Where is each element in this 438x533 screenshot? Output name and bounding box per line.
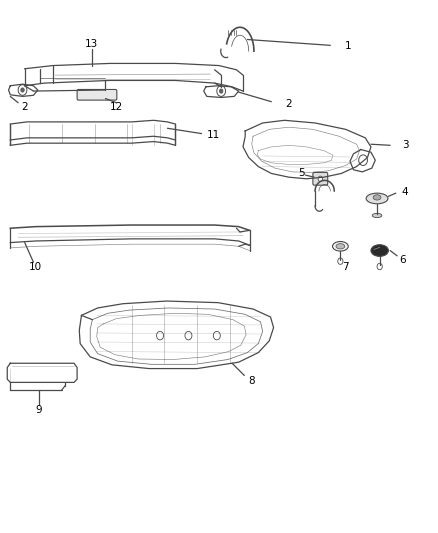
Text: 13: 13: [85, 39, 98, 49]
Text: 11: 11: [207, 130, 220, 140]
Text: 3: 3: [403, 140, 409, 150]
Circle shape: [156, 332, 163, 340]
Text: 10: 10: [29, 262, 42, 271]
Text: 12: 12: [110, 102, 123, 112]
Circle shape: [377, 263, 382, 270]
Circle shape: [185, 332, 192, 340]
Text: 9: 9: [36, 405, 42, 415]
Circle shape: [318, 176, 322, 181]
Text: 1: 1: [345, 42, 351, 51]
Circle shape: [21, 88, 24, 92]
Ellipse shape: [373, 195, 381, 200]
Circle shape: [219, 89, 223, 93]
Ellipse shape: [371, 245, 389, 256]
Ellipse shape: [336, 244, 345, 249]
Text: 7: 7: [343, 262, 349, 271]
Circle shape: [213, 332, 220, 340]
FancyBboxPatch shape: [313, 172, 328, 185]
Text: 5: 5: [298, 168, 304, 178]
Text: 4: 4: [401, 187, 408, 197]
Ellipse shape: [372, 213, 382, 217]
FancyBboxPatch shape: [77, 90, 117, 100]
Ellipse shape: [366, 193, 388, 204]
Text: 8: 8: [248, 376, 255, 386]
Ellipse shape: [332, 241, 348, 251]
Text: 2: 2: [286, 99, 292, 109]
Circle shape: [338, 258, 343, 264]
Text: 6: 6: [399, 255, 406, 264]
Text: 2: 2: [21, 102, 28, 112]
